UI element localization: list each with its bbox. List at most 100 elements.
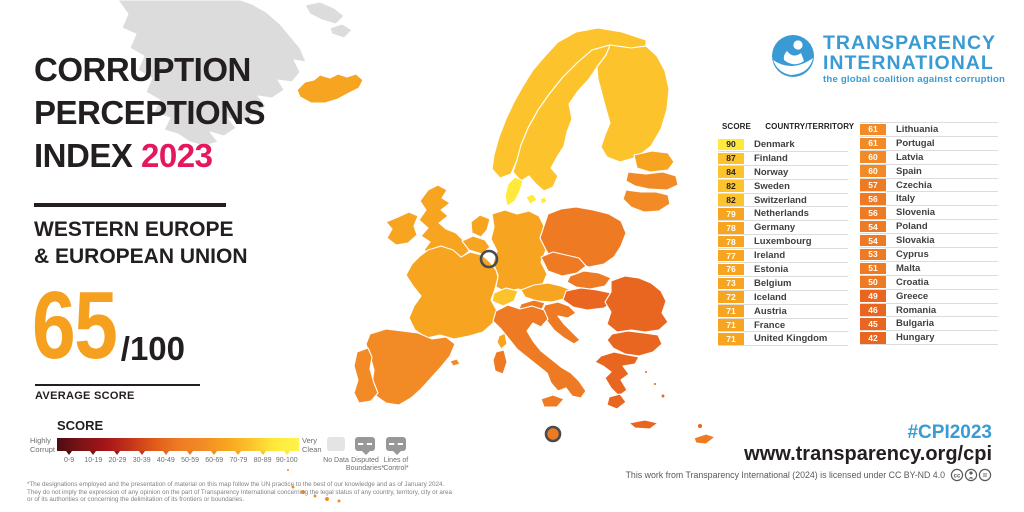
legend-right-label: Very Clean [302,436,322,454]
score-badge: 87 [718,152,744,165]
transparency-international-logo: TRANSPARENCY INTERNATIONAL the global co… [770,33,1005,85]
table-row: 71 France [718,319,848,333]
legend-tick-marker [178,451,202,455]
hashtag[interactable]: #CPI2023 [907,422,992,443]
legend-tick-marker [81,451,105,455]
score-badge: 78 [718,235,744,248]
map-balearics [449,358,461,367]
map-latvia [625,171,679,191]
map-arctic-island [304,1,345,25]
logo-name-line2: INTERNATIONAL [823,52,994,74]
table-row: 72 Iceland [718,291,848,305]
score-badge: 79 [718,208,744,220]
map-peloponnese [606,393,627,410]
map-united-kingdom [418,184,470,262]
country-name: Switzerland [754,194,807,206]
license-text: This work from Transparency Internationa… [625,470,945,480]
score-badge: 78 [718,222,744,234]
score-badge: 71 [718,319,744,331]
cc-by-nd-icons: cc = [950,468,992,482]
country-name: Finland [754,152,788,164]
score-badge: 90 [718,138,744,151]
table-row: 71 Austria [718,305,848,319]
map-italy [492,304,587,399]
table-row: 73 Belgium [718,277,848,291]
score-badge: 84 [718,166,744,178]
table-row: 56 Italy [860,192,998,207]
table-header-country: COUNTRY/TERRITORY [765,122,855,131]
globe-icon [772,35,814,77]
table-row: 54 Poland [860,220,998,235]
title-line2: PERCEPTIONS [34,94,266,131]
map-canary-island [323,495,331,503]
score-number: 65 [32,272,118,379]
legend-tick-marker [202,451,226,455]
legend-tick-label: 20-29 [108,457,127,464]
score-table-column-1: 90 Denmark 87 Finland 84 Norway 82 Swede… [718,138,848,347]
luxembourg-marker [479,249,499,269]
page-title: CORRUPTION PERCEPTIONS INDEX 2023 [34,48,266,177]
table-row: 78 Luxembourg [718,235,848,250]
cc-no-derivatives-icon: = [983,471,988,480]
cc-attribution-icon [969,471,973,475]
score-badge: 71 [718,305,744,317]
cc-circle-icon: cc [954,473,961,479]
table-row: 84 Norway [718,166,848,180]
country-name: Italy [896,193,916,205]
score-badge: 42 [860,332,886,344]
score-badge: 53 [860,248,886,261]
score-badge: 49 [860,290,886,302]
legend-tick-label: 40-49 [156,457,175,464]
map-bulgaria [606,330,663,357]
legend-tick-label: 60-69 [205,457,224,464]
no-data-swatch [327,437,345,451]
map-germany [490,209,548,293]
score-badge: 56 [860,193,886,205]
score-badge: 61 [860,123,886,136]
country-name: Croatia [896,276,929,288]
table-row: 42 Hungary [860,331,998,346]
score-divider [35,384,200,386]
map-poland [539,206,627,268]
map-czechia [540,251,587,277]
map-greek-island [660,393,666,399]
score-badge: 51 [860,262,886,275]
map-greece [594,351,640,397]
logo-tagline: the global coalition against corruption [823,74,1006,85]
map-crete [628,419,659,430]
country-name: Portugal [896,137,935,149]
score-badge: 56 [860,207,886,219]
table-row: 56 Slovenia [860,206,998,221]
score-badge: 73 [718,277,744,290]
website-url[interactable]: www.transparency.org/cpi [744,443,992,465]
score-badge: 61 [860,137,886,150]
map-denmark-island [539,196,548,205]
country-name: Belgium [754,277,792,289]
average-score-label: AVERAGE SCORE [35,390,135,402]
country-name: Greece [896,290,929,302]
country-name: France [754,319,786,331]
map-denmark [504,176,524,207]
legend-left-label: Highly Corrupt [30,436,56,454]
map-ireland [385,211,419,246]
country-name: Slovenia [896,207,936,219]
country-name: Ireland [754,250,786,262]
table-header-score: SCORE [722,122,751,131]
country-name: Latvia [896,151,924,163]
country-name: Bulgaria [896,318,935,330]
country-name: Romania [896,304,937,316]
no-data-label: No Data [323,457,349,464]
map-belgium [461,235,491,255]
table-row: 77 Ireland [718,249,848,264]
table-row: 79 Netherlands [718,207,848,222]
legend-tick-label: 90-100 [275,457,298,464]
table-row: 54 Slovakia [860,234,998,249]
score-badge: 60 [860,165,886,177]
map-canary-island [299,488,307,496]
country-name: Norway [754,166,789,178]
legend-tick-marker [57,451,81,455]
legend-tick-marker [226,451,250,455]
country-name: Poland [896,221,928,233]
table-row: 60 Spain [860,165,998,179]
